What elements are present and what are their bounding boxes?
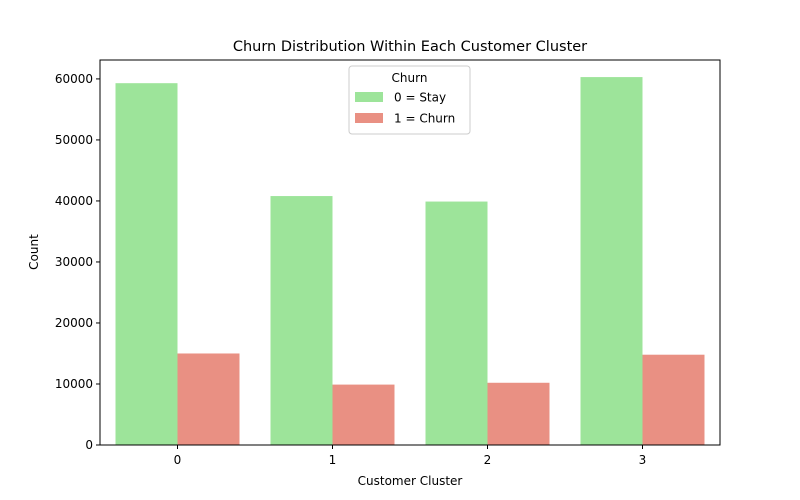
y-tick-label: 50000: [55, 133, 93, 147]
y-tick-label: 20000: [55, 316, 93, 330]
legend: Churn 0 = Stay 1 = Churn: [348, 65, 471, 135]
x-axis: 0 1 2 3: [174, 445, 647, 467]
plot-area-frame: [99, 59, 721, 446]
legend-label-churn: 1 = Churn: [394, 112, 455, 126]
chart-title: Churn Distribution Within Each Customer …: [233, 39, 587, 55]
bar-stay-cluster-3: [580, 77, 643, 446]
x-tick-label: 3: [639, 453, 647, 467]
x-tick-label: 2: [484, 453, 492, 467]
y-axis-label: Count: [27, 234, 41, 270]
y-tick-label: 0: [85, 438, 93, 452]
x-tick-label: 0: [174, 453, 182, 467]
legend-swatch-stay: [355, 92, 383, 102]
legend-label-stay: 0 = Stay: [394, 91, 446, 105]
y-tick-label: 10000: [55, 377, 93, 391]
bar-stay-cluster-1: [270, 196, 333, 445]
y-tick-label: 30000: [55, 255, 93, 269]
y-tick-label: 40000: [55, 194, 93, 208]
bar-churn-cluster-3: [642, 354, 705, 445]
bar-churn-cluster-0: [177, 353, 240, 445]
legend-swatch-churn: [355, 113, 383, 123]
bar-stay-cluster-0: [115, 83, 178, 445]
legend-title: Churn: [392, 71, 428, 85]
legend-entries: 0 = Stay 1 = Churn: [355, 91, 455, 126]
x-axis-label: Customer Cluster: [358, 474, 463, 488]
bar-churn-cluster-1: [332, 384, 395, 445]
bar-stay-cluster-2: [425, 201, 488, 445]
bar-churn-cluster-2: [487, 382, 550, 445]
y-axis: 0 10000 20000 30000 40000 50000 60000: [55, 72, 100, 452]
bars-group: [115, 77, 705, 446]
y-tick-label: 60000: [55, 72, 93, 86]
x-tick-label: 1: [329, 453, 337, 467]
